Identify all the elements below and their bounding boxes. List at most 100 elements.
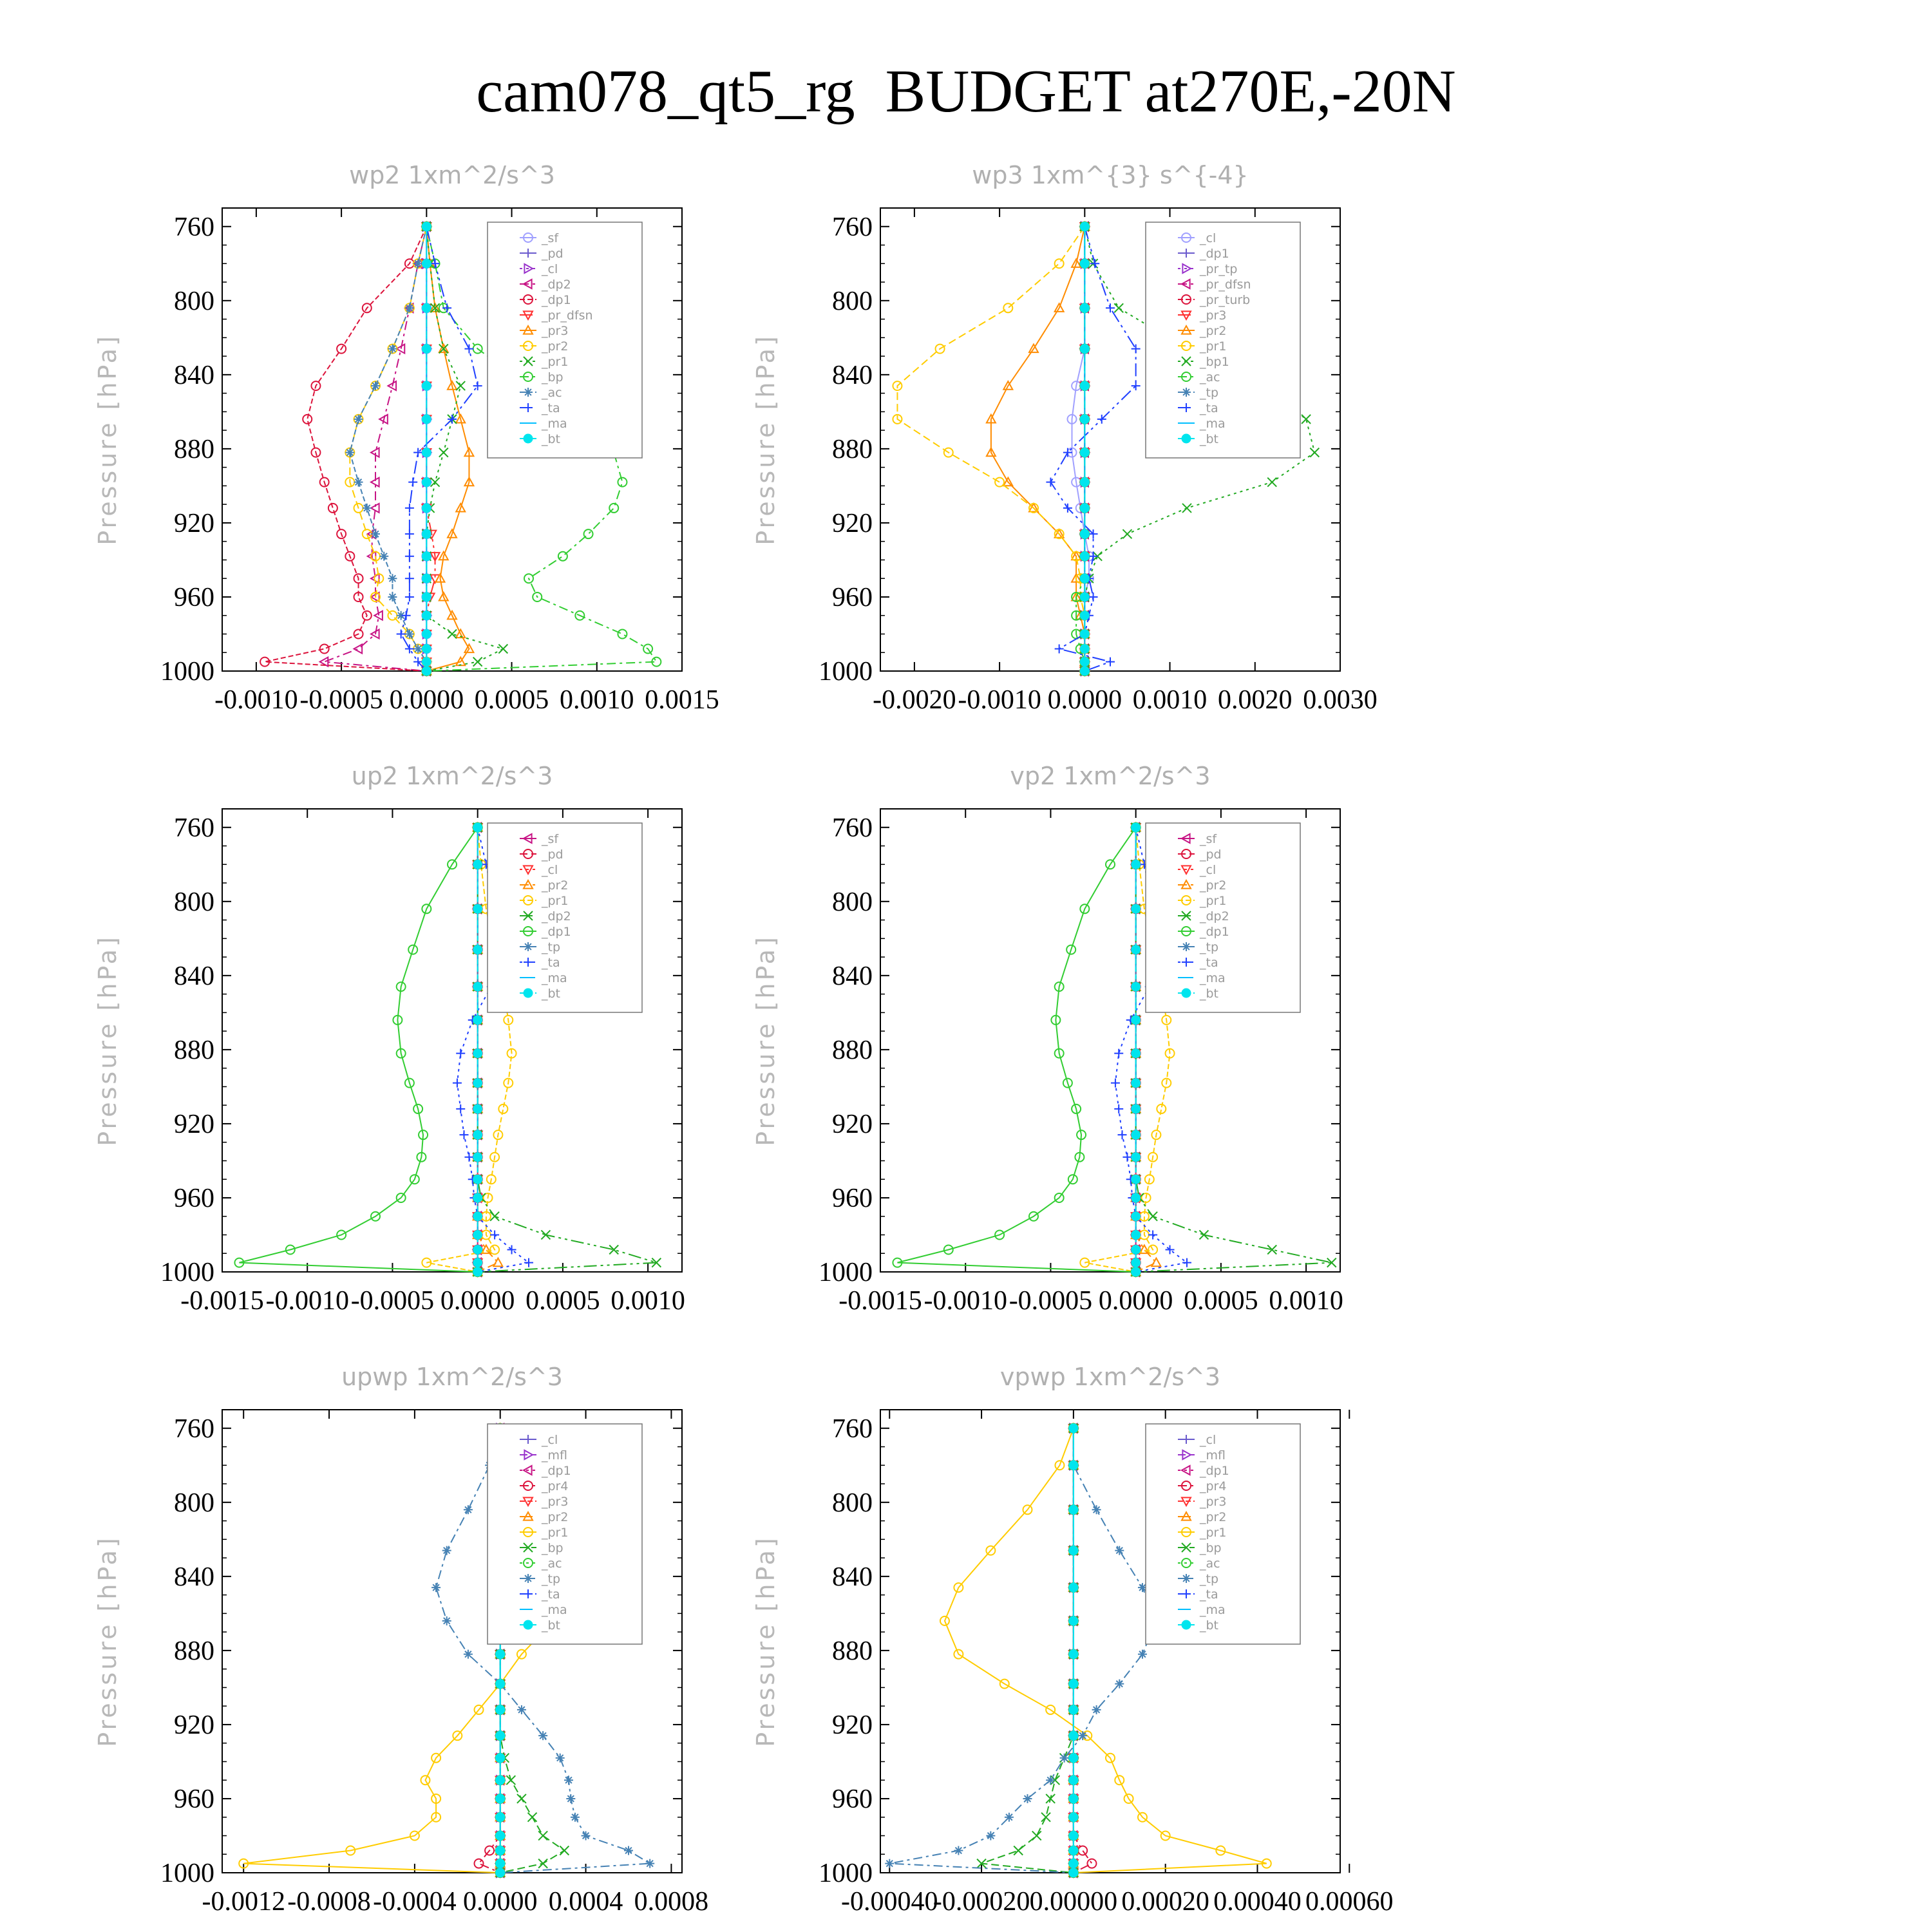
x-tick-label: 0.0030 <box>1303 685 1378 715</box>
data-point <box>473 1258 483 1268</box>
data-point <box>1131 981 1141 992</box>
data-point <box>540 1229 551 1240</box>
data-point <box>1068 1753 1079 1763</box>
legend-entry: _ta <box>541 1587 560 1602</box>
legend-marker <box>1182 263 1193 274</box>
data-point <box>1164 1048 1175 1059</box>
legend-marker <box>524 1435 533 1444</box>
data-point <box>1068 1546 1079 1556</box>
data-point <box>361 610 372 621</box>
chart-panel-6: vpwp 1xm^2/s^3 Pressure [hPa] 760 800 840 880… <box>752 1363 1394 1917</box>
data-point <box>939 1615 950 1626</box>
x-tick-label: -0.0015 <box>180 1286 264 1316</box>
data-point <box>1131 1152 1141 1162</box>
data-point <box>446 380 458 390</box>
x-tick-label: 0.0005 <box>1184 1286 1258 1316</box>
data-point <box>495 1794 506 1804</box>
data-point <box>1106 657 1115 667</box>
data-point <box>1115 1546 1124 1555</box>
legend-marker <box>1181 232 1191 243</box>
legend-marker <box>1181 988 1191 998</box>
x-tick-label: 0.0000 <box>1099 1286 1173 1316</box>
legend-marker <box>1180 324 1192 335</box>
data-point <box>369 502 380 514</box>
data-point <box>532 591 543 602</box>
data-point <box>609 1244 619 1255</box>
data-point <box>516 1794 527 1804</box>
data-point <box>1131 1048 1141 1059</box>
legend-entry: _pr3 <box>1199 1495 1226 1509</box>
legend-marker <box>1181 911 1191 921</box>
legend-marker <box>1182 942 1191 951</box>
y-tick-label: 880 <box>832 1636 873 1666</box>
data-point <box>1079 643 1090 654</box>
legend-entry: _pr2 <box>541 339 568 354</box>
legend-marker <box>1182 388 1191 397</box>
data-point <box>387 610 398 621</box>
y-tick-label: 840 <box>832 1562 873 1592</box>
data-point <box>421 448 431 458</box>
legend: _cl_mfl_dp1_pr4_pr3_pr2_pr1_bp_ac_tp_ta_… <box>1145 1423 1301 1645</box>
data-point <box>1022 1504 1033 1515</box>
data-point <box>1131 1130 1141 1140</box>
data-point <box>362 503 372 513</box>
data-point <box>1131 1193 1141 1203</box>
y-tick-label: 760 <box>832 813 873 843</box>
y-tick-label: 840 <box>174 361 214 390</box>
data-point <box>1079 1257 1090 1268</box>
legend-marker <box>523 294 533 305</box>
data-point <box>1079 657 1090 667</box>
data-point <box>447 629 457 639</box>
data-point <box>448 414 457 424</box>
data-point <box>1076 1130 1087 1141</box>
legend-marker <box>1181 356 1191 366</box>
x-tick-label: 0.0008 <box>634 1887 709 1917</box>
data-point <box>1148 1230 1158 1240</box>
data-point <box>506 1048 517 1059</box>
data-point <box>1050 1014 1061 1025</box>
data-point <box>464 1152 474 1162</box>
legend-entry: _bt <box>541 1618 560 1633</box>
legend-entry: _pr3 <box>541 1495 568 1509</box>
x-tick-label: 0.0010 <box>1269 1286 1343 1316</box>
data-point <box>1309 447 1320 458</box>
data-point <box>1004 1812 1014 1822</box>
data-point <box>1156 1103 1167 1114</box>
data-point <box>1267 477 1277 488</box>
data-point <box>456 1104 466 1113</box>
data-point <box>1002 476 1014 487</box>
legend-entry: _pr_turb <box>1199 293 1250 307</box>
data-point <box>421 258 431 269</box>
data-point <box>285 1244 296 1255</box>
data-point <box>404 644 414 654</box>
legend-entry: _pr_dfsn <box>1199 278 1251 292</box>
data-point <box>336 343 347 354</box>
data-point <box>1114 1048 1124 1058</box>
data-point <box>463 643 475 654</box>
y-tick-label: 1000 <box>160 1258 214 1287</box>
data-point <box>1079 611 1090 621</box>
series-line <box>400 226 478 672</box>
data-point <box>1054 981 1065 992</box>
data-point <box>421 414 431 424</box>
series-line <box>981 1428 1074 1873</box>
legend-marker <box>522 865 534 876</box>
data-point <box>404 551 414 561</box>
data-point <box>1070 550 1082 561</box>
data-point <box>574 610 585 621</box>
data-point <box>396 629 406 639</box>
legend-marker <box>1180 833 1191 844</box>
data-point <box>524 573 534 584</box>
legend-entry: _cl <box>541 1433 558 1447</box>
data-point <box>473 1193 483 1203</box>
legend-marker <box>1180 310 1192 321</box>
legend-marker <box>522 278 533 290</box>
data-point <box>1079 592 1090 602</box>
data-point <box>473 1078 483 1088</box>
data-point <box>495 1859 506 1869</box>
data-point <box>416 1151 427 1162</box>
legend-marker <box>523 988 533 998</box>
legend-marker <box>1182 403 1191 412</box>
data-point <box>495 1649 506 1660</box>
data-point <box>442 303 452 313</box>
